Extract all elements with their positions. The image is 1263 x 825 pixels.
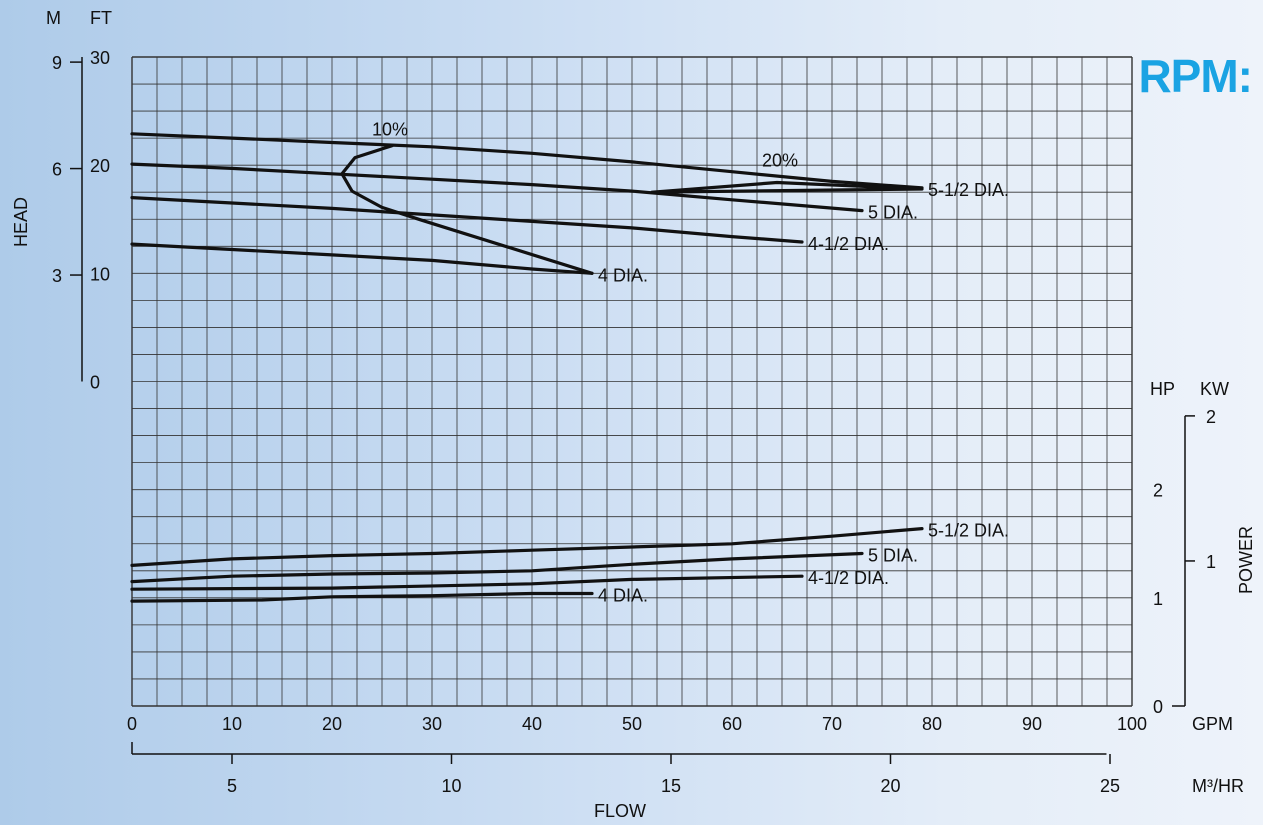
head-ft-tick: 10 <box>90 264 110 284</box>
head-axis-label: HEAD <box>11 197 31 247</box>
head-unit-ft: FT <box>90 8 112 28</box>
x-gpm-tick: 10 <box>222 714 242 734</box>
power-curve <box>130 551 864 584</box>
chart-labels: 5-1/2 DIA. 5 DIA. 4-1/2 DIA. 4 DIA. 5-1/2 DI… <box>372 120 1009 606</box>
power-curve-label: 5-1/2 DIA. <box>928 521 1009 541</box>
power-kw-tick: 1 <box>1206 552 1216 572</box>
head-curve <box>130 242 594 275</box>
head-m-tick: 3 <box>52 266 62 286</box>
x-gpm-tick: 90 <box>1022 714 1042 734</box>
x-gpm-tick: 100 <box>1117 714 1147 734</box>
x-gpm-tick: 70 <box>822 714 842 734</box>
head-curve-label: 5-1/2 DIA. <box>928 180 1009 200</box>
x-gpm-tick: 0 <box>127 714 137 734</box>
head-ft-tick: 30 <box>90 48 110 68</box>
power-curve-label: 5 DIA. <box>868 545 918 565</box>
head-unit-m: M <box>46 8 61 28</box>
x-m3hr-tick: 15 <box>661 776 681 796</box>
head-m-tick: 9 <box>52 53 62 73</box>
x-gpm-tick: 20 <box>322 714 342 734</box>
head-curve <box>130 132 924 190</box>
head-ft-tick: 20 <box>90 156 110 176</box>
x-gpm-tick: 30 <box>422 714 442 734</box>
power-axis-label: POWER <box>1236 526 1256 594</box>
x-gpm-tick: 60 <box>722 714 742 734</box>
power-curve <box>130 591 594 603</box>
x-m3hr-tick: 20 <box>880 776 900 796</box>
power-hp-tick: 2 <box>1153 481 1163 501</box>
efficiency-label: 10% <box>372 120 408 140</box>
head-m-tick: 6 <box>52 160 62 180</box>
power-curve-label: 4-1/2 DIA. <box>808 568 889 588</box>
efficiency-curve <box>650 180 924 194</box>
head-curve-label: 4 DIA. <box>598 265 648 285</box>
chart-grid <box>131 56 1133 707</box>
power-unit-hp: HP <box>1150 379 1175 399</box>
efficiency-label: 20% <box>762 150 798 170</box>
x-m3hr-tick: 10 <box>441 776 461 796</box>
power-hp-tick: 0 <box>1153 697 1163 717</box>
power-curve <box>130 527 924 567</box>
x-axis-label: FLOW <box>594 801 646 821</box>
rpm-label: RPM: <box>1138 50 1252 102</box>
power-kw-tick: 2 <box>1206 407 1216 427</box>
efficiency-curve <box>340 144 594 275</box>
x-gpm-tick: 80 <box>922 714 942 734</box>
chart-curves <box>130 132 924 603</box>
head-curve-label: 4-1/2 DIA. <box>808 234 889 254</box>
power-curve-label: 4 DIA. <box>598 586 648 606</box>
head-curve <box>130 162 864 213</box>
x-gpm-tick: 50 <box>622 714 642 734</box>
head-curve-label: 5 DIA. <box>868 203 918 223</box>
x-gpm-tick: 40 <box>522 714 542 734</box>
power-hp-tick: 1 <box>1153 589 1163 609</box>
power-unit-kw: KW <box>1200 379 1229 399</box>
x-m3hr-tick: 25 <box>1100 776 1120 796</box>
head-curve <box>130 196 804 244</box>
x-m3hr-tick: 5 <box>227 776 237 796</box>
x-unit-gpm: GPM <box>1192 714 1233 734</box>
power-curve <box>130 574 804 591</box>
x-unit-m3hr: M³/HR <box>1192 776 1244 796</box>
head-ft-tick: 0 <box>90 373 100 393</box>
